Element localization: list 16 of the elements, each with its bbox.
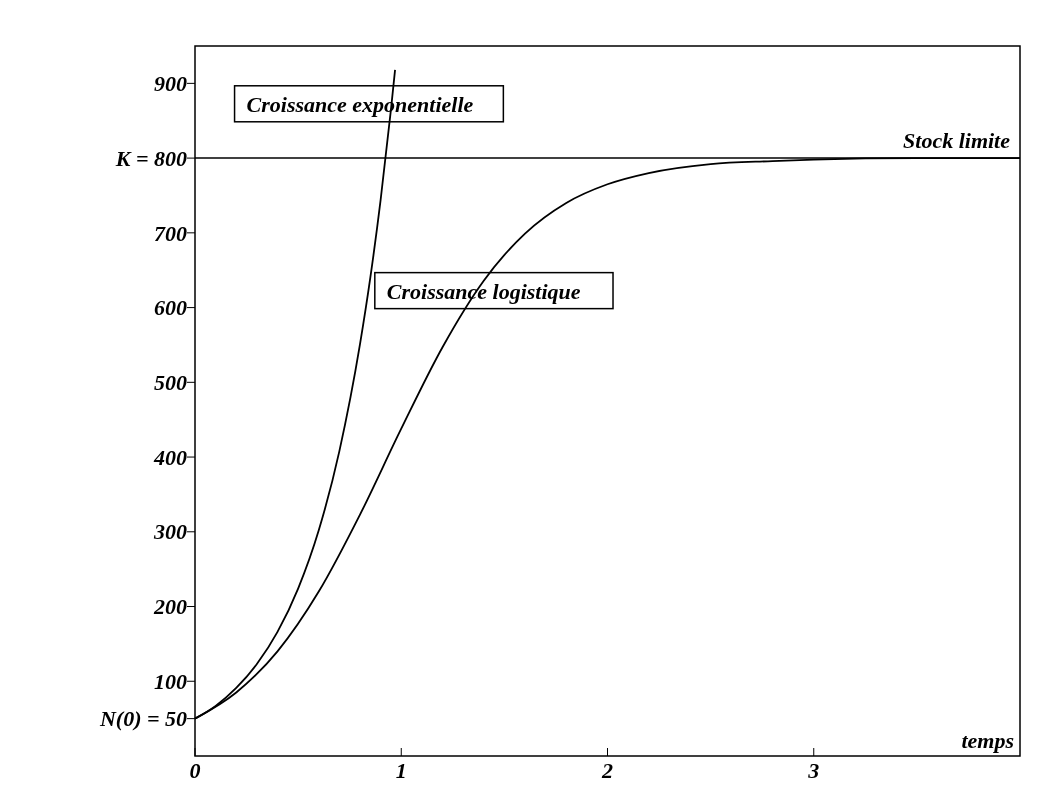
y-tick-label: 100 <box>154 668 187 694</box>
x-axis-title: temps <box>961 728 1014 753</box>
y-tick-label: K = 800 <box>114 145 187 171</box>
y-tick-label: 900 <box>154 71 187 97</box>
y-tick-label: N(0) = 50 <box>98 706 187 732</box>
x-tick-label: 0 <box>189 758 201 783</box>
y-tick-label: 700 <box>154 220 187 246</box>
y-tick-label: 500 <box>154 370 187 396</box>
x-tick-label: 2 <box>601 758 613 783</box>
ref-line-label: Stock limite <box>903 128 1011 154</box>
y-tick-label: 200 <box>153 594 187 620</box>
y-tick-label: 600 <box>154 295 187 321</box>
y-tick-label: 300 <box>153 519 187 545</box>
y-tick-label: 400 <box>153 444 187 470</box>
x-tick-label: 3 <box>807 758 820 783</box>
x-tick-label: 1 <box>395 758 407 783</box>
